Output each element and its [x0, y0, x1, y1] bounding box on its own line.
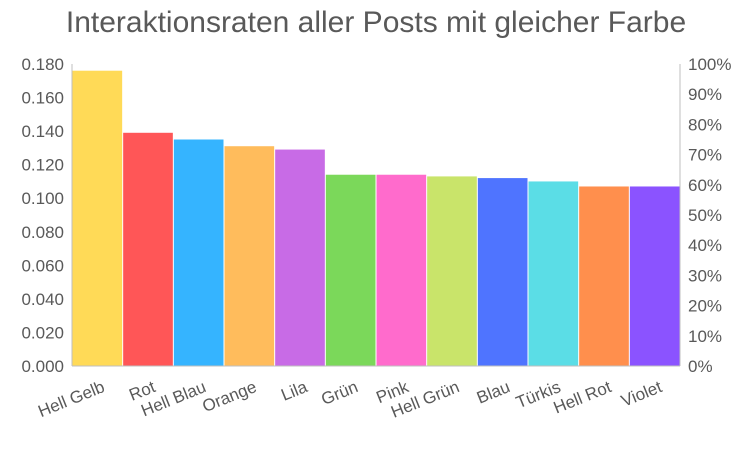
y-tick-label: 0.060: [21, 256, 64, 275]
y2-tick-label: 40%: [688, 236, 722, 255]
bar-hell-grün: [427, 176, 477, 366]
bar-orange: [224, 146, 275, 366]
x-tick-label: Hell Rot: [551, 377, 614, 417]
bar-hell-blau: [173, 139, 224, 366]
x-tick-label: Lila: [278, 377, 310, 405]
y2-tick-label: 70%: [688, 146, 722, 165]
y-tick-label: 0.140: [21, 122, 64, 141]
y2-tick-label: 50%: [688, 206, 722, 225]
y2-tick-label: 10%: [688, 327, 722, 346]
y-tick-label: 0.040: [21, 290, 64, 309]
y2-tick-label: 80%: [688, 115, 722, 134]
x-tick-label: Grün: [318, 377, 360, 409]
y2-tick-label: 30%: [688, 266, 722, 285]
y-tick-label: 0.100: [21, 189, 64, 208]
bar-hell-rot: [579, 186, 629, 366]
y2-tick-label: 100%: [688, 55, 731, 74]
bar-hell-gelb: [72, 70, 123, 366]
y2-tick-label: 0%: [688, 357, 713, 376]
x-tick-label: Blau: [474, 377, 513, 407]
x-tick-label: Violet: [618, 377, 665, 411]
bar-violet: [629, 186, 680, 366]
bar-grün: [325, 174, 376, 366]
y-tick-label: 0.120: [21, 156, 64, 175]
y2-tick-label: 60%: [688, 176, 722, 195]
x-tick-label: Hell Gelb: [35, 377, 107, 421]
bar-lila: [275, 149, 325, 366]
y-tick-label: 0.080: [21, 223, 64, 242]
bar-rot: [123, 132, 173, 366]
y2-tick-label: 20%: [688, 297, 722, 316]
x-tick-label: Orange: [200, 377, 260, 416]
y-tick-label: 0.180: [21, 55, 64, 74]
y-tick-label: 0.160: [21, 89, 64, 108]
y-tick-label: 0.020: [21, 323, 64, 342]
chart-title: Interaktionsraten aller Posts mit gleich…: [65, 6, 687, 39]
y-tick-label: 0.000: [21, 357, 64, 376]
y2-tick-label: 90%: [688, 85, 722, 104]
bar-pink: [376, 174, 427, 366]
bar-türkis: [528, 181, 579, 366]
bar-blau: [477, 178, 528, 366]
